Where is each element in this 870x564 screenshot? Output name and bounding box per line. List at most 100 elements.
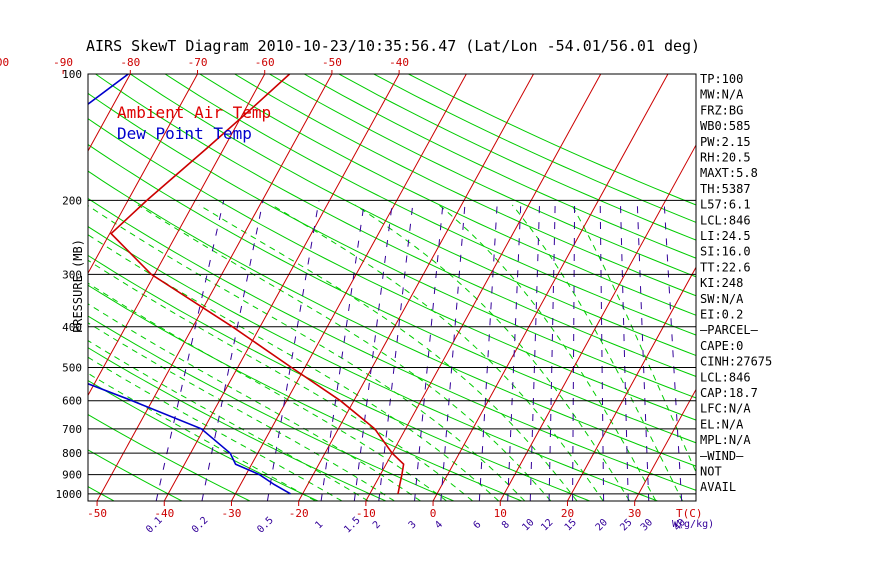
stability-index-item: TT:22.6 — [700, 260, 751, 274]
pressure-tick-label: 500 — [62, 361, 82, 374]
isotherm-line — [0, 74, 130, 501]
dry-adiabat-line — [269, 74, 870, 501]
chart-title: AIRS SkewT Diagram 2010-10-23/10:35:56.4… — [86, 37, 700, 55]
pressure-tick-label: 1000 — [56, 488, 83, 501]
stability-index-item: EI:0.2 — [700, 308, 743, 322]
isotherm-line — [635, 74, 870, 501]
stability-index-item: MPL:N/A — [700, 433, 751, 447]
moist-adiabat-line — [439, 205, 656, 501]
mixing-ratio-label: 20 — [594, 517, 610, 533]
stability-index-item: TP:100 — [700, 72, 743, 86]
bottom-temp-tick-label: 0 — [430, 507, 437, 520]
stability-index-item: FRZ:BG — [700, 103, 743, 117]
pressure-tick-label: 200 — [62, 194, 82, 207]
isotherm-line — [769, 74, 870, 501]
stability-index-item: NOT — [700, 465, 722, 479]
bottom-temp-tick-label: 30 — [628, 507, 641, 520]
stability-index-item: WB0:585 — [700, 119, 751, 133]
mixing-ratio-label: 1 — [313, 519, 325, 531]
bottom-temp-tick-label: -50 — [87, 507, 107, 520]
moist-adiabat-line — [87, 205, 525, 501]
bottom-temp-tick-label: 10 — [494, 507, 507, 520]
stability-index-item: LFC:N/A — [700, 402, 751, 416]
stability-index-item: L57:6.1 — [700, 198, 751, 212]
dry-adiabat-line — [409, 74, 870, 501]
mixing-ratio-line — [354, 200, 392, 501]
stability-index-item: EL:N/A — [700, 417, 744, 431]
pressure-tick-label: 900 — [62, 469, 82, 482]
mixing-ratio-line — [549, 200, 555, 501]
stability-index-item: —PARCEL— — [700, 323, 759, 337]
dry-adiabat-line — [0, 74, 114, 501]
mixing-ratio-label: 8 — [500, 519, 512, 531]
mixing-ratio-label: 6 — [472, 519, 484, 531]
mixing-ratio-line — [637, 200, 649, 501]
mixing-ratio-label: 30 — [639, 517, 655, 533]
mixing-ratio-label: 3 — [407, 519, 419, 531]
top-temp-tick-label: -40 — [389, 56, 409, 69]
stability-index-item: —WIND— — [700, 449, 744, 463]
stability-index-item: KI:248 — [700, 276, 743, 290]
dry-adiabat-line — [339, 74, 870, 501]
dry-adiabat-line — [374, 74, 870, 501]
isotherm-line — [0, 74, 63, 501]
moist-adiabat-line — [0, 205, 315, 501]
bottom-temp-tick-label: -30 — [222, 507, 242, 520]
top-temp-tick-label: -80 — [120, 56, 140, 69]
mixing-ratio-line — [600, 200, 603, 501]
y-axis-label: PRESSURE (MB) — [71, 239, 85, 333]
stability-index-item: LCL:846 — [700, 213, 751, 227]
mixing-ratio-label: 2 — [371, 519, 383, 531]
moist-adiabat-line — [0, 205, 394, 501]
mixing-ratio-label: 12 — [539, 517, 555, 533]
stability-index-item: PW:2.15 — [700, 135, 751, 149]
dry-adiabat-line — [0, 74, 46, 501]
top-temp-tick-label: -100 — [0, 56, 9, 69]
mixing-ratio-unit-label: W(g/kg) — [672, 519, 714, 530]
isotherm-line — [836, 74, 870, 501]
pressure-tick-label: 600 — [62, 395, 82, 408]
legend-ambient: Ambient Air Temp — [117, 103, 271, 122]
stability-index-item: TH:5387 — [700, 182, 751, 196]
pressure-tick-label: 800 — [62, 447, 82, 460]
stability-index-item: MAXT:5.8 — [700, 166, 758, 180]
dry-adiabat-line — [304, 74, 870, 501]
stability-index-item: CAPE:0 — [700, 339, 743, 353]
pressure-tick-label: 100 — [62, 68, 82, 81]
stability-index-item: CINH:27675 — [700, 355, 772, 369]
stability-index-item: CAP:18.7 — [700, 386, 758, 400]
top-temp-tick-label: -50 — [322, 56, 342, 69]
bottom-temp-tick-label: -10 — [356, 507, 376, 520]
legend-dewpoint: Dew Point Temp — [117, 124, 252, 143]
stability-indices-panel: TP:100MW:N/AFRZ:BGWB0:585PW:2.15RH:20.5M… — [700, 72, 772, 494]
stability-index-item: AVAIL — [700, 480, 736, 494]
stability-index-item: SI:16.0 — [700, 245, 751, 259]
mixing-ratio-line — [620, 200, 628, 501]
mixing-ratio-label: 0.5 — [255, 515, 276, 536]
mixing-ratio-line — [415, 200, 444, 501]
mixing-ratio-label: 4 — [433, 519, 445, 531]
dry-adiabat-line — [200, 74, 870, 501]
dry-adiabat-line — [0, 74, 658, 501]
mixing-ratio-line — [267, 200, 319, 501]
stability-index-item: MW:N/A — [700, 88, 744, 102]
mixing-ratio-line — [508, 200, 521, 501]
stability-index-item: SW:N/A — [700, 292, 744, 306]
stability-index-item: RH:20.5 — [700, 151, 751, 165]
top-temp-tick-label: -70 — [188, 56, 208, 69]
bottom-temp-tick-label: -20 — [289, 507, 309, 520]
stability-index-item: LCL:846 — [700, 370, 751, 384]
mixing-ratio-line — [664, 200, 682, 501]
stability-index-item: LI:24.5 — [700, 229, 751, 243]
mixing-ratio-line — [321, 200, 364, 501]
mixing-ratio-label: 10 — [520, 517, 536, 533]
mixing-ratio-line — [156, 200, 224, 501]
top-temp-tick-label: -90 — [53, 56, 73, 69]
pressure-tick-label: 700 — [62, 423, 82, 436]
mixing-ratio-label: 0.2 — [190, 515, 211, 536]
top-temp-tick-label: -60 — [255, 56, 275, 69]
mixing-ratio-line — [530, 200, 539, 501]
mixing-ratio-line — [441, 200, 465, 501]
